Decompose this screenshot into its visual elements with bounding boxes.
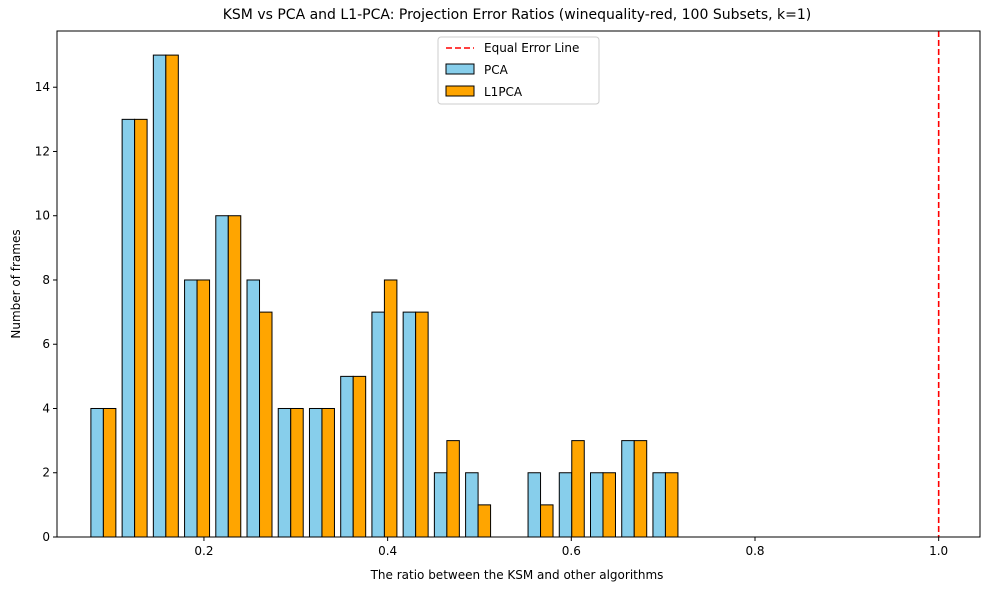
bar-pca-9 (371, 311, 385, 538)
bar-pca-0 (90, 407, 104, 538)
bar-pca-17 (621, 440, 635, 538)
bar-l1pca-7 (321, 407, 335, 538)
bar-l1pca-6 (290, 407, 304, 538)
bar-l1pca-5 (259, 311, 273, 538)
x-tick-label: 0.6 (562, 544, 581, 558)
bar-l1pca-11 (446, 440, 460, 538)
bar-l1pca-0 (102, 407, 117, 538)
legend-box (437, 36, 600, 105)
bar-pca-16 (590, 472, 604, 538)
bar-pca-6 (277, 407, 292, 538)
y-axis-label: Number of frames (9, 229, 23, 338)
bar-l1pca-4 (227, 215, 242, 538)
bar-l1pca-14 (540, 504, 554, 538)
bar-pca-12 (465, 472, 479, 538)
x-tick-label: 0.2 (194, 544, 213, 558)
bar-pca-1 (121, 118, 136, 538)
x-axis-ticks: 0.2 0.4 0.6 0.8 1.0 (194, 537, 948, 558)
legend-swatch-l1pca (445, 85, 475, 97)
legend-swatch-pca (445, 63, 475, 75)
bar-pca-8 (340, 375, 354, 538)
bars-group (90, 54, 679, 538)
bar-l1pca-16 (602, 472, 616, 538)
bar-l1pca-17 (633, 440, 648, 538)
plot-area-frame (56, 30, 981, 538)
bar-l1pca-2 (165, 54, 179, 538)
y-tick-label: 14 (35, 80, 50, 94)
bar-pca-2 (152, 54, 167, 538)
y-tick-label: 4 (42, 401, 50, 415)
bar-l1pca-12 (477, 504, 492, 538)
bar-l1pca-9 (383, 279, 398, 538)
bar-pca-3 (184, 279, 198, 538)
bar-l1pca-3 (196, 279, 211, 538)
y-axis-ticks: 0 2 4 6 8 10 12 14 (35, 80, 57, 544)
chart-title: KSM vs PCA and L1-PCA: Projection Error … (223, 7, 812, 23)
y-tick-label: 8 (42, 273, 50, 287)
bar-pca-5 (246, 279, 261, 538)
bar-pca-11 (433, 472, 448, 538)
bar-pca-14 (527, 472, 542, 538)
x-axis-label: The ratio between the KSM and other algo… (370, 568, 664, 582)
bar-l1pca-15 (571, 440, 585, 538)
y-tick-label: 0 (42, 530, 50, 544)
bar-pca-10 (402, 311, 417, 538)
y-tick-label: 2 (42, 466, 50, 480)
legend-label-pca: PCA (484, 63, 509, 77)
bar-l1pca-8 (352, 375, 367, 538)
bar-l1pca-18 (664, 472, 679, 538)
x-tick-label: 0.8 (745, 544, 764, 558)
bar-pca-7 (308, 407, 323, 538)
bar-l1pca-1 (134, 118, 148, 538)
legend: Equal Error Line PCA L1PCA (437, 36, 600, 105)
x-tick-label: 0.4 (378, 544, 397, 558)
bar-pca-4 (215, 215, 229, 538)
y-tick-label: 10 (35, 209, 50, 223)
legend-label-equal-error-line: Equal Error Line (484, 41, 579, 55)
bar-pca-18 (652, 472, 666, 538)
legend-label-l1pca: L1PCA (484, 85, 523, 99)
y-tick-label: 12 (35, 144, 50, 158)
bar-l1pca-10 (415, 311, 429, 538)
x-tick-label: 1.0 (929, 544, 948, 558)
bar-pca-15 (558, 472, 573, 538)
y-tick-label: 6 (42, 337, 50, 351)
